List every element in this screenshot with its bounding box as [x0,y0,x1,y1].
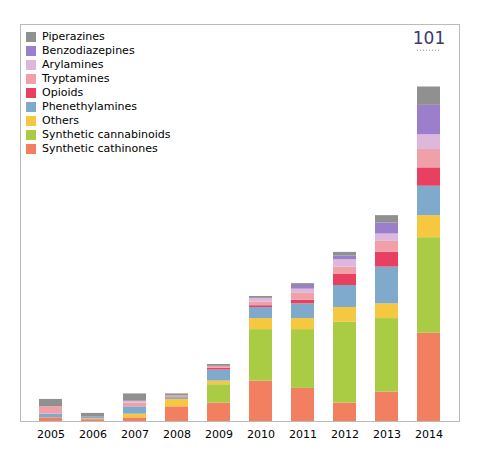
html-text:Opioids: Opioids [42,86,84,99]
html-text:Synthetic cathinones: Synthetic cathinones [42,142,158,155]
html-text:Others: Others [42,114,79,127]
html-text:Synthetic cannabinoids: Synthetic cannabinoids [42,128,171,141]
html-text:Tryptamines: Tryptamines [42,72,110,85]
svg-text:2009: 2009 [205,428,233,441]
svg-text:2011: 2011 [289,428,317,441]
html-text:Benzodiazepines: Benzodiazepines [42,44,135,57]
svg-text:2007: 2007 [121,428,149,441]
svg-text:2008: 2008 [163,428,191,441]
html-text:Arylamines: Arylamines [42,58,104,71]
svg-text:2012: 2012 [331,428,359,441]
html-text:Phenethylamines: Phenethylamines [42,100,137,113]
html-text:Piperazines: Piperazines [42,30,105,43]
svg-text:2014: 2014 [415,428,443,441]
svg-text:2013: 2013 [373,428,401,441]
svg-text:2010: 2010 [247,428,275,441]
svg-text:2006: 2006 [79,428,107,441]
svg-text:2005: 2005 [37,428,65,441]
svg-text:101: 101 [413,28,445,48]
